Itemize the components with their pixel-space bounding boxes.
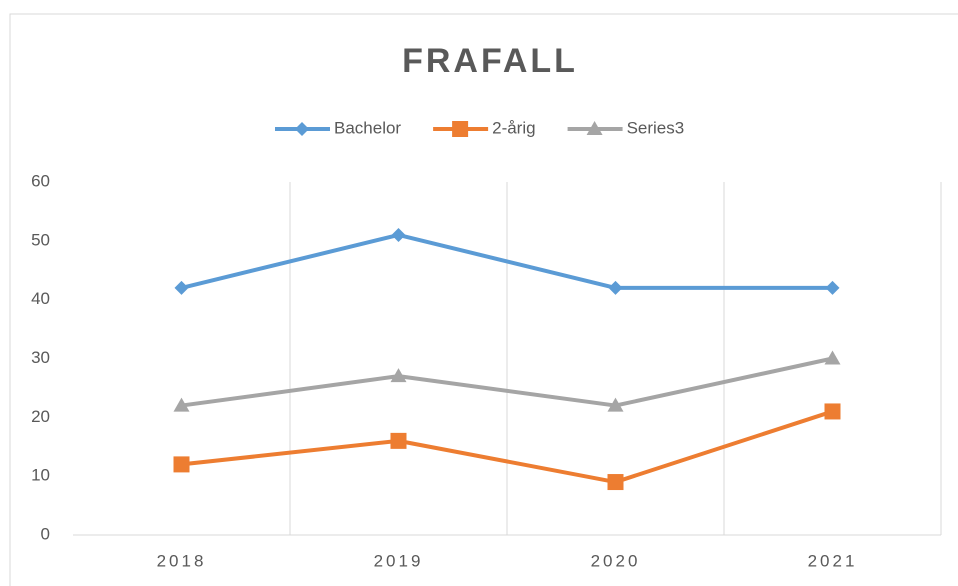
series-line <box>181 232 833 290</box>
marker <box>824 403 841 420</box>
marker <box>452 121 469 137</box>
marker <box>586 121 603 135</box>
x-tick-label: 2019 <box>374 551 424 570</box>
marker <box>390 432 407 449</box>
chart-title: FRAFALL <box>402 42 578 80</box>
y-tick-label: 20 <box>31 407 50 426</box>
y-tick-label: 30 <box>31 348 50 367</box>
x-tick-label: 2020 <box>591 551 641 570</box>
x-tick-label: 2021 <box>808 551 858 570</box>
y-tick-label: 60 <box>31 171 50 190</box>
marker <box>295 122 309 136</box>
legend-label: Series3 <box>627 118 685 137</box>
y-tick-label: 50 <box>31 230 50 249</box>
y-tick-label: 10 <box>31 466 50 485</box>
legend-label: Bachelor <box>334 118 401 137</box>
marker <box>391 227 406 242</box>
marker <box>173 397 190 412</box>
marker <box>607 397 624 412</box>
y-tick-label: 40 <box>31 289 50 308</box>
y-tick-label: 0 <box>41 524 50 543</box>
marker <box>390 368 407 383</box>
marker <box>825 280 840 295</box>
series-line <box>181 356 833 408</box>
legend-label: 2-årig <box>492 118 535 137</box>
chart-border <box>9 13 958 586</box>
marker <box>173 456 190 473</box>
marker <box>824 350 841 365</box>
marker <box>174 280 189 295</box>
marker <box>608 280 623 295</box>
series-line <box>181 409 834 485</box>
marker <box>607 474 624 491</box>
x-tick-label: 2018 <box>157 551 207 570</box>
